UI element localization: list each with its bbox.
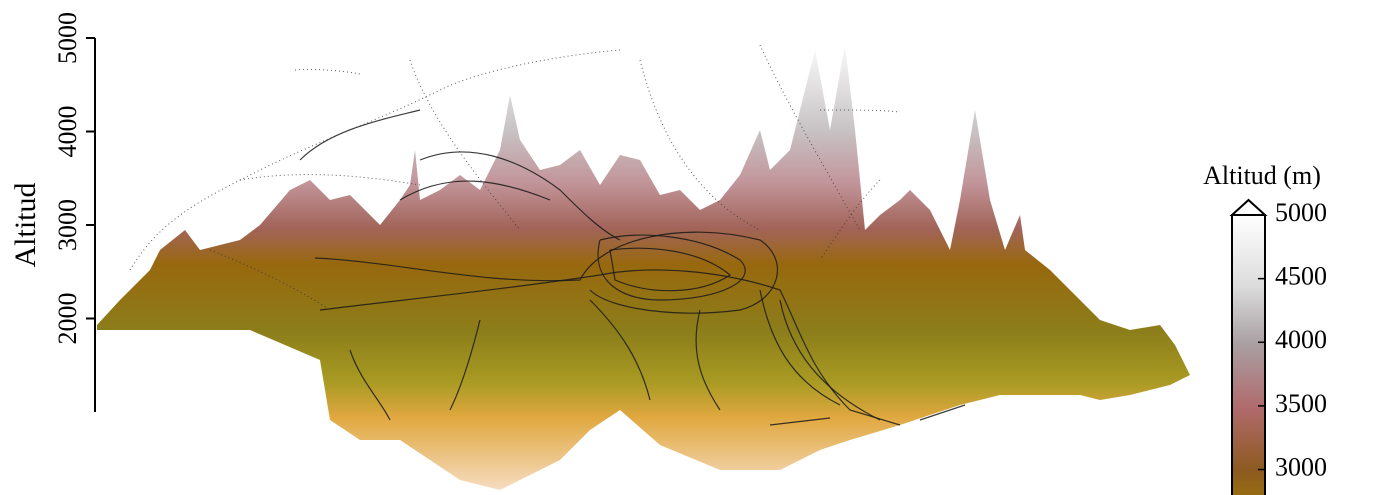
y-tick-label: 5000 (53, 12, 82, 64)
y-tick-label: 3000 (53, 199, 82, 251)
colorbar-tick-label: 3000 (1275, 453, 1327, 482)
colorbar-title: Altitud (m) (1203, 161, 1321, 190)
colorbar (1231, 214, 1266, 495)
colorbar-tick-label: 3500 (1275, 389, 1327, 418)
y-tick-label: 4000 (53, 106, 82, 158)
colorbar-extend (1229, 198, 1268, 216)
y-tick-label: 2000 (53, 293, 82, 345)
terrain (97, 45, 1190, 490)
colorbar-tick-label: 4500 (1275, 262, 1327, 291)
colorbar-tick-label: 5000 (1275, 198, 1327, 227)
y-axis-title: Altitud (9, 182, 42, 267)
colorbar-tick-label: 4000 (1275, 325, 1327, 354)
flight-tracks (129, 44, 966, 426)
